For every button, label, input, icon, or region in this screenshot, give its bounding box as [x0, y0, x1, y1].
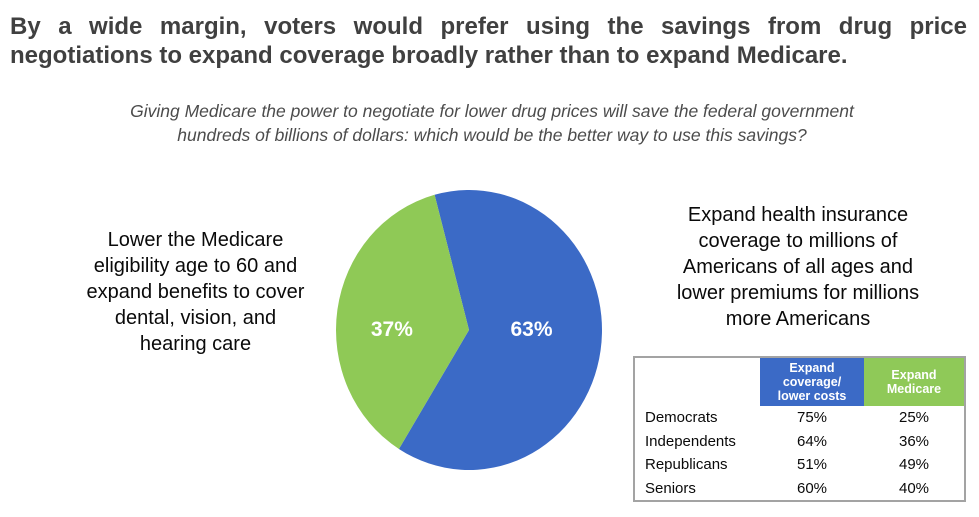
table-row: Seniors 60% 40%	[635, 477, 964, 501]
label-line: lower premiums for millions	[676, 282, 920, 304]
crosstab-header-expand-medicare: Expand Medicare	[864, 358, 964, 406]
label-line: Americans of all ages and	[682, 256, 914, 278]
row-value: 51%	[796, 456, 828, 474]
pie-chart-svg	[336, 190, 602, 470]
page-title: By a wide margin, voters would prefer us…	[10, 12, 967, 70]
row-value: 60%	[796, 479, 828, 497]
header-line: lower costs	[777, 389, 847, 403]
survey-question-line-2: hundreds of billions of dollars: which w…	[177, 124, 807, 145]
row-label: Republicans	[645, 456, 728, 474]
pie-chart: 37% 63%	[336, 190, 602, 470]
row-value: 40%	[898, 479, 930, 497]
pie-label-expand-coverage: 63%	[510, 318, 553, 341]
page-title-line-2: negotiations to expand coverage broadly …	[10, 42, 848, 69]
label-line: Lower the Medicare	[107, 229, 284, 251]
row-value: 75%	[796, 409, 828, 427]
expand-coverage-option-label: Expand health insurance coverage to mill…	[618, 202, 978, 332]
label-line: expand benefits to cover	[86, 281, 305, 303]
page-title-line-1: By a wide margin, voters would prefer us…	[10, 13, 967, 40]
survey-question-line-1: Giving Medicare the power to negotiate f…	[130, 101, 854, 121]
label-line: coverage to millions of	[698, 230, 898, 252]
pie-slice-expand-coverage-lower-costs	[398, 190, 602, 470]
row-value: 49%	[898, 456, 930, 474]
crosstab-header-row: Expand coverage/ lower costs Expand Medi…	[635, 358, 964, 406]
row-label: Democrats	[645, 409, 718, 427]
row-label: Independents	[645, 432, 736, 450]
header-line: Expand	[789, 361, 835, 375]
crosstab-header-expand-coverage: Expand coverage/ lower costs	[760, 358, 864, 406]
label-line: more Americans	[725, 308, 871, 330]
label-line: Expand health insurance	[687, 204, 909, 226]
header-line: Medicare	[886, 382, 942, 396]
label-line: eligibility age to 60 and	[93, 255, 298, 277]
pie-slice-expand-medicare	[336, 194, 469, 449]
crosstab-header-empty	[635, 358, 760, 406]
survey-question: Giving Medicare the power to negotiate f…	[20, 100, 964, 147]
label-line: hearing care	[139, 333, 252, 355]
table-row: Democrats 75% 25%	[635, 406, 964, 430]
row-value: 36%	[898, 432, 930, 450]
label-line: dental, vision, and	[114, 307, 277, 329]
row-value: 64%	[796, 432, 828, 450]
table-row: Republicans 51% 49%	[635, 453, 964, 477]
row-label: Seniors	[645, 479, 696, 497]
table-row: Independents 64% 36%	[635, 430, 964, 454]
pie-label-expand-medicare: 37%	[370, 318, 413, 341]
header-line: coverage/	[782, 375, 842, 389]
crosstab-table: Expand coverage/ lower costs Expand Medi…	[633, 356, 966, 502]
expand-medicare-option-label: Lower the Medicare eligibility age to 60…	[38, 227, 353, 357]
row-value: 25%	[898, 409, 930, 427]
header-line: Expand	[891, 368, 937, 382]
